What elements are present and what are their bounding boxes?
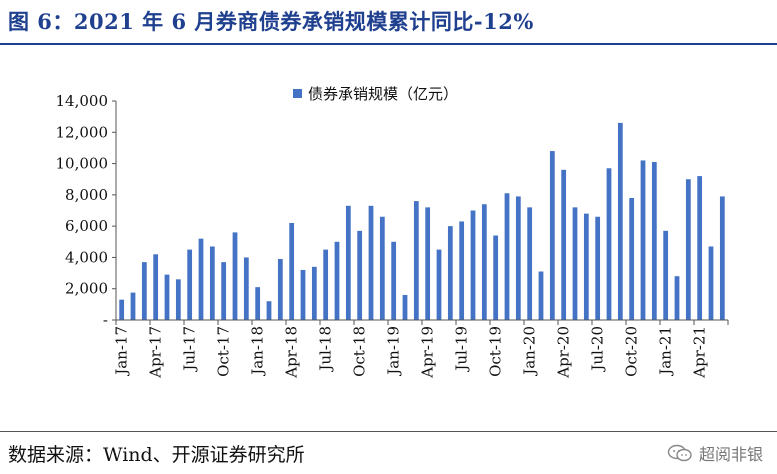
x-tick-label: Oct-20: [623, 326, 641, 377]
bar: [572, 207, 578, 320]
bar: [368, 205, 374, 320]
x-tick-label: Apr-19: [419, 326, 437, 379]
bar: [459, 221, 465, 320]
bar: [277, 258, 283, 320]
x-tick-label: Apr-18: [283, 326, 301, 379]
bar: [402, 294, 408, 320]
bar: [436, 249, 442, 320]
bar: [697, 176, 703, 320]
title-divider: [0, 43, 777, 45]
x-tick-label: Jan-20: [521, 326, 539, 377]
bar: [198, 238, 204, 320]
bar: [334, 241, 340, 320]
bar: [538, 271, 544, 320]
bar: [255, 287, 261, 320]
y-tick-label: -: [103, 311, 108, 329]
bar: [243, 257, 249, 320]
y-tick-label: 10,000: [56, 155, 109, 173]
bar: [379, 216, 385, 320]
x-tick-label: Jan-21: [657, 326, 675, 377]
bar: [504, 193, 510, 320]
bar: [515, 196, 521, 320]
x-tick-label: Apr-21: [691, 326, 709, 379]
y-tick-label: 6,000: [65, 217, 108, 235]
x-tick-label: Oct-18: [351, 326, 369, 377]
bar: [266, 301, 272, 320]
source-divider: [0, 431, 777, 432]
x-tick-label: Apr-17: [147, 326, 165, 379]
bar: [606, 168, 612, 320]
bar: [175, 279, 181, 320]
x-tick-label: Jul-17: [181, 326, 199, 373]
y-tick-label: 2,000: [65, 280, 108, 298]
x-tick-label: Jul-20: [589, 326, 607, 373]
bar: [153, 254, 159, 320]
x-tick-label: Oct-17: [215, 326, 233, 377]
bar: [674, 276, 680, 320]
bar: [493, 235, 499, 320]
bar: [413, 201, 419, 320]
legend-label: 债券承销规模（亿元）: [308, 85, 458, 103]
page-title: 图 6：2021 年 6 月券商债券承销规模累计同比-12%: [8, 9, 534, 34]
bar: [164, 274, 170, 320]
y-tick-label: 12,000: [56, 123, 109, 141]
x-tick-label: Jul-18: [317, 326, 335, 373]
x-tick-label: Jan-17: [113, 326, 131, 377]
bar: [232, 232, 238, 320]
bar: [595, 216, 601, 320]
x-tick-label: Jan-19: [385, 326, 403, 377]
bar: [617, 122, 623, 321]
bar: [470, 210, 476, 320]
bars: [119, 122, 725, 321]
watermark-text: 超阅非银: [698, 445, 763, 464]
bar: [425, 207, 431, 320]
bar: [527, 207, 533, 320]
x-axis: Jan-17 Apr-17 Jul-17 Oct-17 Jan-18 Apr-18 Jul-…: [113, 319, 729, 379]
bar: [663, 230, 669, 320]
bar: [629, 197, 635, 320]
bar: [221, 262, 227, 320]
source-note: 数据来源：Wind、开源证券研究所: [8, 444, 305, 466]
bar: [300, 269, 306, 320]
x-tick-label: Apr-20: [555, 326, 573, 379]
watermark: 超阅非银: [667, 441, 763, 465]
bar: [209, 246, 215, 320]
x-tick-label: Jan-18: [249, 326, 267, 377]
bar: [481, 204, 487, 320]
wechat-icon: [667, 444, 692, 462]
bar: [719, 196, 725, 320]
bar: [357, 230, 363, 320]
bar: [311, 266, 317, 320]
bar: [345, 205, 351, 320]
bar: [323, 249, 329, 320]
bar: [640, 160, 646, 320]
bar: [561, 169, 567, 320]
bar: [685, 179, 691, 320]
bar-chart: 债券承销规模（亿元） - 2,000 4,000 6,000 8,000 10,000 12…: [56, 85, 729, 379]
legend-swatch: [293, 89, 302, 98]
bar: [119, 299, 125, 320]
bar: [549, 151, 555, 320]
bar: [447, 226, 453, 320]
y-tick-label: 4,000: [65, 248, 108, 266]
x-tick-label: Oct-19: [487, 326, 505, 377]
bar: [130, 292, 136, 320]
bar: [651, 162, 657, 320]
y-tick-label: 14,000: [56, 92, 109, 110]
legend: 债券承销规模（亿元）: [293, 85, 458, 103]
bar: [583, 213, 589, 320]
bar: [141, 262, 147, 320]
bar: [708, 246, 714, 320]
y-tick-label: 8,000: [65, 186, 108, 204]
bar: [187, 249, 193, 320]
y-axis: - 2,000 4,000 6,000 8,000 10,000 12,000 14,000: [56, 92, 117, 329]
bar: [289, 223, 295, 320]
bar: [391, 241, 397, 320]
x-tick-label: Jul-19: [453, 326, 471, 373]
